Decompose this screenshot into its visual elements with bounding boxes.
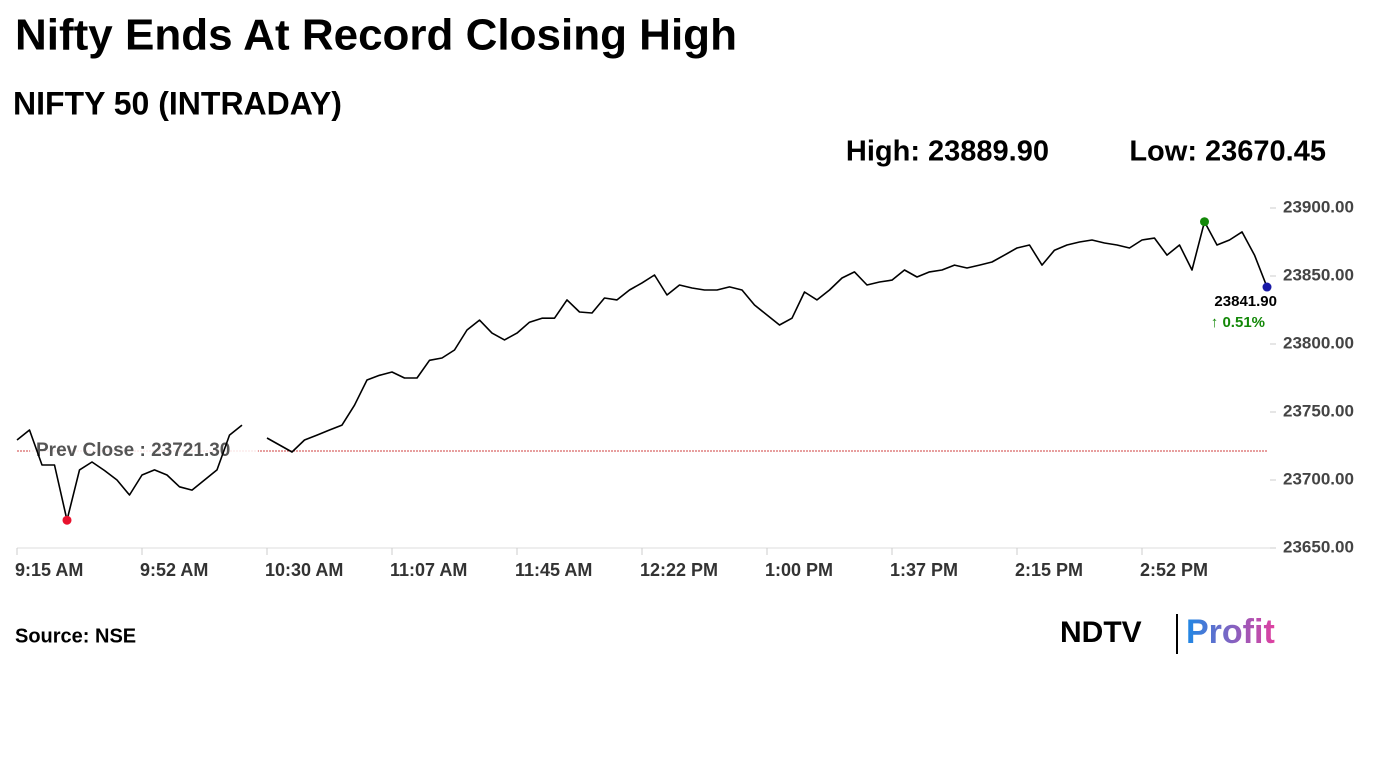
prev-close-label: Prev Close : 23721.30 bbox=[36, 440, 230, 461]
y-tick-label: 23900.00 bbox=[1283, 197, 1354, 216]
x-tick-label: 11:07 AM bbox=[390, 560, 467, 580]
logo-right: Profit bbox=[1186, 613, 1275, 651]
prev-close-bg bbox=[30, 438, 258, 463]
y-tick-label: 23850.00 bbox=[1283, 265, 1354, 284]
x-tick-label: 9:52 AM bbox=[140, 560, 208, 580]
y-tick-label: 23700.00 bbox=[1283, 469, 1354, 488]
low-label: Low: 23670.45 bbox=[1129, 136, 1326, 168]
high-label: High: 23889.90 bbox=[846, 136, 1049, 168]
last-value-label: 23841.90 bbox=[1214, 293, 1277, 310]
marker bbox=[62, 515, 72, 525]
change-label: ↑ 0.51% bbox=[1211, 314, 1265, 331]
x-tick-label: 1:00 PM bbox=[765, 560, 833, 580]
x-tick-label: 2:15 PM bbox=[1015, 560, 1083, 580]
chart-title: Nifty Ends At Record Closing High bbox=[15, 11, 737, 60]
x-tick-label: 11:45 AM bbox=[515, 560, 592, 580]
price-line bbox=[16, 220, 1268, 521]
x-tick-label: 10:30 AM bbox=[265, 560, 343, 580]
x-tick-label: 2:52 PM bbox=[1140, 560, 1208, 580]
logo-left: NDTV bbox=[1060, 616, 1142, 649]
y-tick-label: 23650.00 bbox=[1283, 537, 1354, 556]
source: Source: NSE bbox=[15, 625, 136, 647]
x-tick-label: 9:15 AM bbox=[15, 560, 83, 580]
y-tick-label: 23750.00 bbox=[1283, 401, 1354, 420]
x-tick-label: 12:22 PM bbox=[640, 560, 718, 580]
chart-subtitle: NIFTY 50 (INTRADAY) bbox=[13, 85, 342, 121]
marker bbox=[1200, 217, 1209, 227]
x-tick-label: 1:37 PM bbox=[890, 560, 958, 580]
marker bbox=[1262, 282, 1272, 292]
y-tick-label: 23800.00 bbox=[1283, 333, 1354, 352]
